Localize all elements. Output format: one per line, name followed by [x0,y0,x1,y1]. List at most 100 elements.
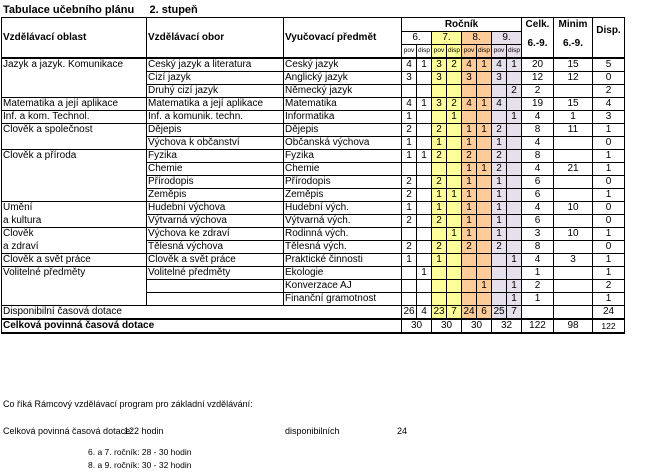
cell-hours: 1 [431,188,447,202]
cell-hours [401,292,417,306]
header-minim: Minim [553,17,593,32]
cell-area: Inf. a kom. Technol. [1,110,147,124]
cell-hours [476,292,492,306]
cell-hours: 2 [431,149,447,163]
cell-hours [431,84,447,98]
cell-hours: 2 [431,175,447,189]
cell-disp: 0 [592,201,625,215]
cell-hours [431,266,447,280]
disp-value: 24 [461,305,477,320]
cell-hours [446,279,462,293]
cell-subject: Anglický jazyk [283,71,402,85]
cell-hours [446,201,462,215]
cell-hours: 1 [461,136,477,150]
cell-hours [401,279,417,293]
cell-field: Matematika a její aplikace [146,97,284,111]
cell-field [146,292,284,306]
cell-minim: 12 [553,71,593,85]
cell-hours [446,253,462,267]
cell-subject: Zeměpis [283,188,402,202]
table-row: Přírodopis Přírodopis 2 2 1 1 6 0 [1,175,625,189]
cell-hours [476,84,492,98]
cell-hours [491,253,507,267]
header-disp-sub: disp [446,44,462,59]
cell-celk: 2 [521,84,554,98]
cell-minim: 15 [553,57,593,72]
cell-hours [461,266,477,280]
cell-hours [476,136,492,150]
cell-subject: Přírodopis [283,175,402,189]
cell-hours [416,136,432,150]
header-g7: 7. [431,31,462,45]
table-row: Umění Hudební výchova Hudební vých. 1 1 1 1 4 10… [1,201,625,215]
cell-hours [506,71,522,85]
cell-hours [506,227,522,241]
cell-field: Zeměpis [146,188,284,202]
cell-hours: 1 [476,279,492,293]
cell-hours: 1 [506,110,522,124]
cell-hours: 1 [476,123,492,137]
disp-value: 25 [491,305,507,320]
footer-total-label: Celková povinná časová dotace: [3,426,133,436]
cell-field [146,279,284,293]
cell-hours: 1 [461,227,477,241]
cell-hours [416,188,432,202]
cell-celk: 8 [521,149,554,163]
cell-area: Jazyk a jazyk. Komunikace [1,57,147,72]
cell-hours [416,175,432,189]
cell-hours: 1 [461,123,477,137]
disp-empty [553,305,593,320]
cell-hours [416,279,432,293]
cell-hours [476,201,492,215]
cell-hours: 1 [446,227,462,241]
cell-hours: 4 [491,97,507,111]
cell-hours: 2 [401,175,417,189]
cell-hours [416,240,432,254]
cell-area: Člověk a společnost [1,123,147,137]
cell-disp: 1 [592,292,625,306]
cell-celk: 19 [521,97,554,111]
cell-minim: 10 [553,201,593,215]
cell-field: Český jazyk a literatura [146,57,284,72]
cell-area: Matematika a její aplikace [1,97,147,111]
cell-hours: 2 [491,240,507,254]
footer-total-value: 122 hodin [124,426,164,436]
cell-hours [461,292,477,306]
cell-hours [506,201,522,215]
header-disp-sub: disp [416,44,432,59]
cell-hours: 2 [461,149,477,163]
curriculum-table: Vzdělávací oblast Vzdělávací obor Vyučov… [1,17,625,334]
header-area: Vzdělávací oblast [1,17,147,59]
cell-hours: 1 [401,201,417,215]
cell-area [1,84,147,98]
cell-minim [553,84,593,98]
cell-hours: 2 [401,240,417,254]
cell-disp: 1 [592,162,625,176]
header-disp-sub: disp [506,44,522,59]
cell-field: Člověk a svět práce [146,253,284,267]
cell-disp: 0 [592,136,625,150]
cell-hours [416,292,432,306]
cell-hours [446,84,462,98]
cell-hours [431,279,447,293]
cell-subject: Občanská výchova [283,136,402,150]
cell-hours: 1 [416,57,432,72]
cell-field: Chemie [146,162,284,176]
cell-subject: Praktické činnosti [283,253,402,267]
cell-hours [476,253,492,267]
cell-celk: 4 [521,110,554,124]
cell-hours [401,84,417,98]
total-label: Celková povinná časová dotace [1,319,402,334]
cell-celk: 12 [521,71,554,85]
cell-subject: Matematika [283,97,402,111]
cell-hours: 1 [416,266,432,280]
cell-hours [506,149,522,163]
cell-hours: 1 [461,175,477,189]
cell-celk: 8 [521,123,554,137]
cell-celk: 8 [521,240,554,254]
table-row: a zdraví Tělesná výchova Tělesná vých. 2 2 2 2… [1,240,625,254]
header-pov: pov [401,44,417,59]
cell-area [1,279,147,293]
cell-field: Přírodopis [146,175,284,189]
footer-note: Co říká Rámcový vzdělávací program pro z… [3,399,253,409]
